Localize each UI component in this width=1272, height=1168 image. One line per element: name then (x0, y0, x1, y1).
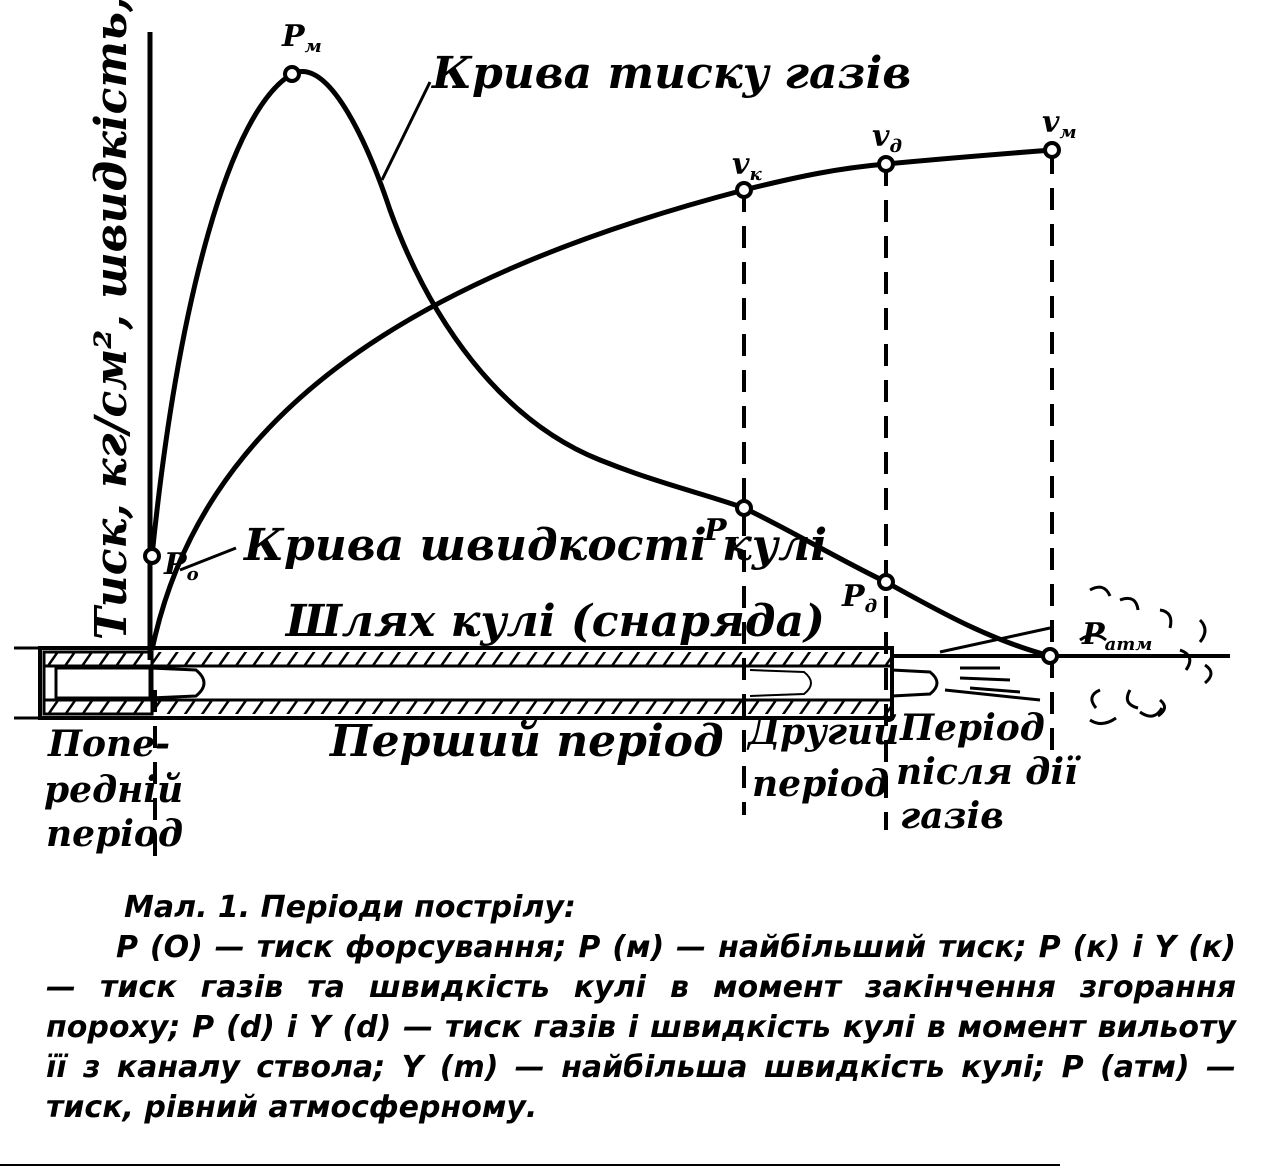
pressure-curve (149, 69, 1051, 659)
figure-caption: Мал. 1. Періоди пострілу: Р (О) — тиск ф… (46, 888, 1236, 1128)
y-axis-label: Тиск, кг/см², швидкість, м/сек (86, 0, 137, 640)
svg-text:редній: редній (44, 769, 183, 811)
point-p-max (283, 65, 301, 83)
bullet-in-barrel (749, 669, 812, 697)
svg-text:Попе-: Попе- (47, 723, 170, 765)
period-preliminary-label: Попе- редній період (44, 723, 183, 855)
label-p-atm: Pатм (1081, 617, 1152, 655)
muzzle-gas-cloud (939, 585, 1213, 725)
svg-text:після дії: після дії (896, 751, 1081, 793)
point-v-m (1043, 141, 1061, 159)
label-p-k: Pк (703, 513, 740, 551)
svg-text:газів: газів (900, 795, 1004, 837)
barrel-bottom-wall (44, 700, 890, 714)
label-v-m: vм (1042, 105, 1077, 143)
point-v-k (735, 181, 753, 199)
point-p-atm (1041, 647, 1059, 665)
point-p-k (735, 499, 753, 517)
point-p-d (877, 573, 895, 591)
label-v-d: vд (872, 119, 902, 157)
cartridge (54, 666, 152, 700)
velocity-curve-label: Крива швидкості кулі (242, 520, 827, 571)
caption-body: Р (О) — тиск форсування; Р (м) — найбіль… (46, 930, 1236, 1125)
chamber (42, 650, 154, 716)
bottom-rule (0, 1164, 1060, 1166)
velocity-curve (149, 147, 1053, 651)
svg-text:Другий: Другий (746, 711, 899, 753)
barrel-top-wall (44, 652, 890, 666)
svg-text:період: період (46, 813, 183, 855)
label-p-o: Pо (163, 547, 199, 585)
point-v-d (877, 155, 895, 173)
barrel (14, 646, 1230, 720)
period-after-label: Період після дії газів (896, 707, 1081, 837)
pressure-curve-label: Крива тиску газів (430, 48, 911, 99)
caption-title: Мал. 1. Періоди пострілу: (124, 890, 576, 925)
bullet-path-label: Шлях кулі (снаряда) (284, 596, 825, 647)
point-p-o (143, 547, 161, 565)
bullet-exit (891, 668, 939, 698)
label-v-k: vк (732, 147, 762, 185)
bullet-start (149, 666, 206, 700)
shot-periods-diagram: Тиск, кг/см², швидкість, м/сек (14, 0, 1230, 870)
period-first-label: Перший період (328, 716, 724, 767)
velocity-leader (179, 546, 237, 572)
label-p-max: Pм (281, 19, 322, 57)
pressure-leader (380, 81, 432, 181)
period-boundaries (153, 152, 1054, 870)
svg-text:Період: Період (899, 707, 1045, 749)
svg-text:період: період (752, 763, 889, 805)
period-second-label: Другий період (746, 711, 899, 805)
label-p-d: Pд (841, 579, 877, 617)
